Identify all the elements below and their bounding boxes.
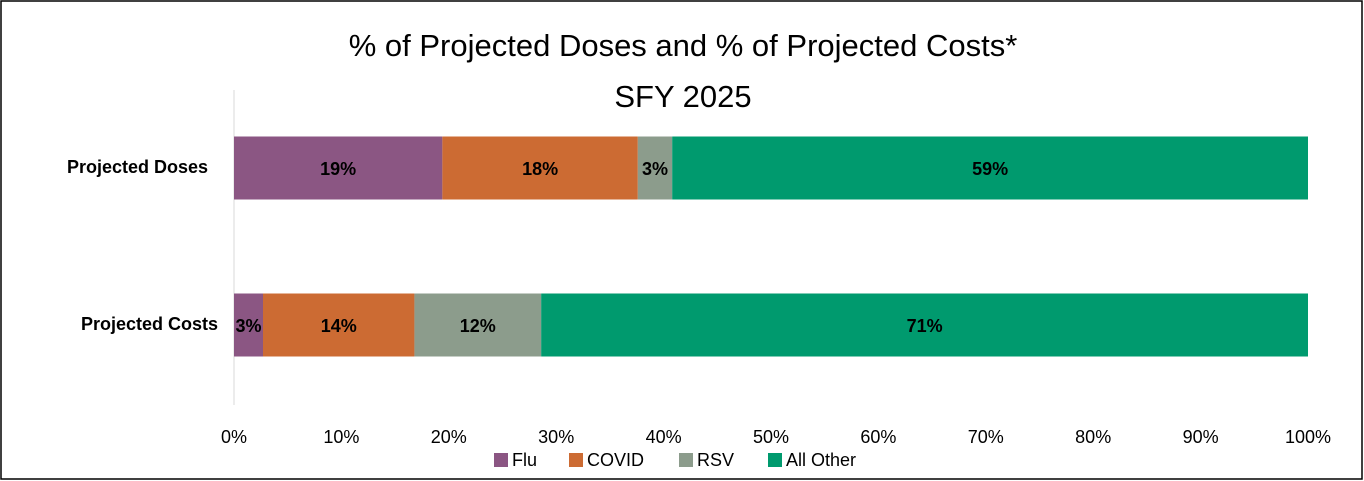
x-tick-label: 10% (323, 427, 359, 447)
bar-segment (442, 136, 638, 200)
data-label: 18% (522, 159, 558, 179)
legend-label: RSV (697, 450, 734, 470)
legend-swatch (494, 453, 508, 467)
x-tick-label: 40% (646, 427, 682, 447)
legend-label: COVID (587, 450, 644, 470)
data-label: 3% (235, 316, 261, 336)
x-tick-label: 0% (221, 427, 247, 447)
bar-segment (234, 293, 263, 357)
x-tick-label: 60% (860, 427, 896, 447)
chart-title: % of Projected Doses and % of Projected … (349, 28, 1018, 63)
legend-swatch (679, 453, 693, 467)
data-label: 12% (460, 316, 496, 336)
legend-swatch (569, 453, 583, 467)
data-label: 14% (321, 316, 357, 336)
bar-segment (541, 293, 1308, 357)
x-tick-label: 50% (753, 427, 789, 447)
data-label: 19% (320, 159, 356, 179)
bar-segment (234, 136, 443, 200)
y-tick-label: Projected Costs (81, 314, 218, 334)
x-tick-label: 100% (1285, 427, 1331, 447)
bar-segment (672, 136, 1308, 200)
x-tick-label: 30% (538, 427, 574, 447)
data-label: 71% (907, 316, 943, 336)
data-label: 3% (642, 159, 668, 179)
x-tick-label: 90% (1183, 427, 1219, 447)
chart-subtitle: SFY 2025 (614, 79, 751, 114)
data-label: 59% (972, 159, 1008, 179)
legend-label: All Other (786, 450, 856, 470)
legend-label: Flu (512, 450, 537, 470)
x-tick-label: 80% (1075, 427, 1111, 447)
legend-swatch (768, 453, 782, 467)
y-tick-label: Projected Doses (67, 157, 208, 177)
x-tick-label: 70% (968, 427, 1004, 447)
x-tick-label: 20% (431, 427, 467, 447)
bar-segment (637, 136, 673, 200)
bar-segment (262, 293, 415, 357)
bar-segment (414, 293, 542, 357)
